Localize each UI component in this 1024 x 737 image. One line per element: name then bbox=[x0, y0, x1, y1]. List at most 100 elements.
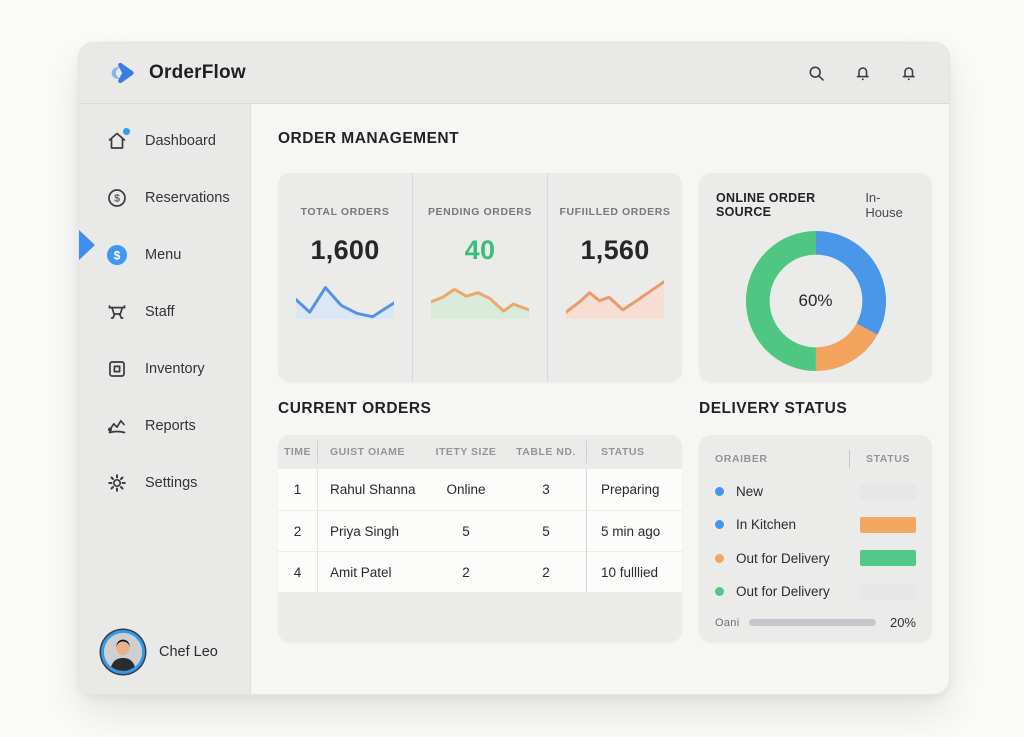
report-icon bbox=[106, 415, 128, 437]
svg-text:$: $ bbox=[114, 248, 121, 262]
delivery-row-label: Out for Delivery bbox=[736, 550, 830, 566]
delivery-rows: New In Kitchen Out for Delivery Out for Del… bbox=[715, 476, 916, 611]
delivery-row: New bbox=[715, 478, 916, 504]
column-header: ITETY SIZE bbox=[435, 446, 497, 458]
donut-center-label: 60% bbox=[798, 291, 833, 310]
delivery-status-card: ORAIBER STATUS New In Kitchen Out for Deli… bbox=[699, 435, 932, 642]
table-cell: 5 bbox=[542, 524, 550, 539]
sidebar-item-inventory[interactable]: Inventory bbox=[79, 346, 250, 392]
section-title-current-orders: CURRENT ORDERS bbox=[278, 399, 432, 417]
table-cell: Preparing bbox=[586, 469, 682, 510]
main-grid: TOTAL ORDERS 1,600 PENDING ORDERS 40 FUF… bbox=[251, 173, 949, 642]
table-cell: 2 bbox=[462, 565, 470, 580]
sparkline-line bbox=[566, 282, 664, 312]
sidebar-item-label: Staff bbox=[145, 304, 175, 320]
table-cell: Rahul Shanna bbox=[330, 482, 416, 497]
stat-label: FUFIILLED ORDERS bbox=[559, 206, 671, 218]
pending-orders-sparkline bbox=[431, 279, 529, 319]
status-dot-icon bbox=[715, 587, 724, 597]
box-icon bbox=[106, 358, 128, 380]
delivery-header: ORAIBER STATUS bbox=[715, 448, 916, 470]
delivery-row-label: In Kitchen bbox=[736, 517, 797, 533]
bell-icon[interactable] bbox=[852, 63, 873, 84]
donut-segment-other bbox=[745, 230, 886, 372]
logo-wrap: OrderFlow bbox=[109, 58, 246, 88]
bell-icon[interactable] bbox=[898, 63, 919, 84]
column-header: TIME bbox=[278, 441, 318, 463]
table-cell: Online bbox=[446, 482, 486, 497]
sidebar-item-menu[interactable]: $ Menu bbox=[79, 232, 250, 278]
sparkline-fill bbox=[296, 287, 394, 319]
sidebar-item-label: Dashboard bbox=[145, 133, 216, 149]
sidebar-nav: Dashboard $ Reservations $ Menu Staff Inventor… bbox=[79, 118, 250, 517]
delivery-row: Out for Delivery bbox=[715, 579, 916, 605]
delivery-progress-bar bbox=[749, 619, 876, 626]
stat-label: TOTAL ORDERS bbox=[300, 206, 390, 218]
orders-table-header: TIME GUIST OIAME ITETY SIZE TABLE ND. STATUS bbox=[278, 435, 682, 469]
sidebar-item-dashboard[interactable]: Dashboard bbox=[79, 118, 250, 164]
table-row[interactable]: 1 Rahul Shanna Online 3 Preparing bbox=[278, 469, 682, 510]
page-title: ORDER MANAGEMENT bbox=[278, 130, 460, 147]
delivery-row: Out for Delivery bbox=[715, 545, 916, 571]
table-cell: 3 bbox=[542, 482, 550, 497]
donut-chart-title: ONLINE ORDER SOURCE bbox=[716, 191, 816, 219]
table-cell: Priya Singh bbox=[330, 524, 400, 539]
table-cell: Amit Patel bbox=[330, 565, 392, 580]
app-shell: Dashboard $ Reservations $ Menu Staff Inventor… bbox=[79, 104, 949, 694]
column-header: STATUS bbox=[586, 441, 682, 463]
status-bar bbox=[860, 483, 916, 499]
orders-table-card: TIME GUIST OIAME ITETY SIZE TABLE ND. STATUS… bbox=[278, 435, 682, 642]
dollar-circle-icon: $ bbox=[106, 187, 128, 209]
sparkline-fill bbox=[566, 281, 664, 319]
delivery-footer-label: Oani bbox=[715, 616, 740, 629]
stat-value: 1,600 bbox=[310, 235, 380, 265]
order-source-header: ONLINE ORDER SOURCE In-House bbox=[699, 173, 932, 220]
delivery-progress-percent: 20% bbox=[889, 615, 916, 630]
sidebar-item-label: Menu bbox=[145, 247, 182, 263]
fulfilled-orders-sparkline bbox=[566, 279, 664, 319]
table-row[interactable]: 2 Priya Singh 5 5 5 min ago bbox=[278, 510, 682, 552]
topbar-icons bbox=[806, 63, 919, 84]
sidebar-user[interactable]: Chef Leo bbox=[79, 630, 250, 674]
dollar-filled-icon: $ bbox=[106, 244, 128, 266]
status-bar bbox=[860, 516, 916, 533]
search-icon[interactable] bbox=[806, 63, 827, 84]
svg-text:$: $ bbox=[114, 193, 120, 205]
stat-label: PENDING ORDERS bbox=[427, 206, 533, 218]
sidebar-item-settings[interactable]: Settings bbox=[79, 460, 250, 506]
donut-segment-in-house bbox=[745, 230, 886, 372]
table-cell: 2 bbox=[542, 565, 550, 580]
table-cell: 4 bbox=[278, 552, 318, 593]
status-dot-icon bbox=[715, 486, 724, 496]
status-dot-icon bbox=[715, 520, 724, 530]
sidebar-item-label: Settings bbox=[145, 475, 198, 491]
sidebar-item-label: Reports bbox=[145, 418, 196, 434]
sparkline-line bbox=[296, 288, 394, 317]
notification-dot bbox=[123, 128, 130, 135]
sidebar-item-staff[interactable]: Staff bbox=[79, 289, 250, 335]
table-cell: 1 bbox=[278, 469, 318, 510]
stat-pending-orders: PENDING ORDERS 40 bbox=[412, 173, 547, 382]
donut-chart bbox=[745, 230, 886, 372]
stat-value: 40 bbox=[464, 235, 496, 265]
table-cell: 5 bbox=[462, 524, 470, 539]
order-source-card: ONLINE ORDER SOURCE In-House 60% bbox=[699, 173, 932, 382]
sidebar-item-reports[interactable]: Reports bbox=[79, 403, 250, 449]
table-row[interactable]: 4 Amit Patel 2 2 10 fulllied bbox=[278, 551, 682, 593]
sidebar-item-label: Reservations bbox=[145, 190, 230, 206]
delivery-row: In Kitchen bbox=[715, 512, 916, 538]
stat-fulfilled-orders: FUFIILLED ORDERS 1,560 bbox=[547, 173, 682, 382]
status-dot-icon bbox=[715, 553, 724, 563]
header-divider bbox=[849, 450, 850, 468]
delivery-footer: Oani 20% bbox=[715, 615, 916, 630]
home-icon bbox=[106, 128, 130, 152]
stat-total-orders: TOTAL ORDERS 1,600 bbox=[278, 173, 412, 382]
gear-icon bbox=[106, 472, 128, 494]
app-title: OrderFlow bbox=[149, 62, 246, 83]
orders-table-body: 1 Rahul Shanna Online 3 Preparing 2 Priya Sing… bbox=[278, 469, 682, 593]
table-cell: 2 bbox=[278, 511, 318, 552]
stat-value: 1,560 bbox=[580, 235, 650, 265]
avatar bbox=[101, 630, 145, 674]
sidebar-item-reservations[interactable]: $ Reservations bbox=[79, 175, 250, 221]
